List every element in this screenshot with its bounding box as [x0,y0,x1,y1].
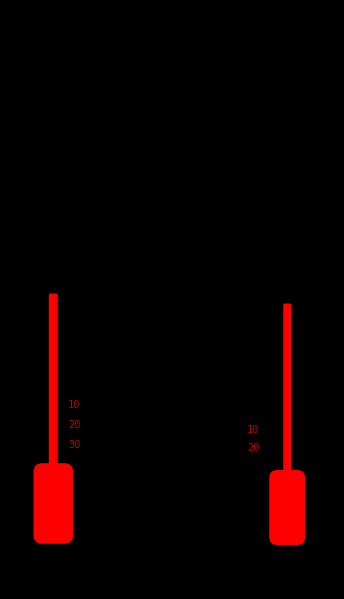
Text: 30: 30 [68,440,80,450]
Text: 10: 10 [68,400,80,410]
Text: 10: 10 [247,425,259,435]
Text: 20: 20 [247,443,259,453]
FancyBboxPatch shape [49,294,58,476]
FancyBboxPatch shape [269,470,305,545]
FancyBboxPatch shape [33,463,73,544]
Text: 20: 20 [68,420,80,430]
FancyBboxPatch shape [283,304,291,482]
